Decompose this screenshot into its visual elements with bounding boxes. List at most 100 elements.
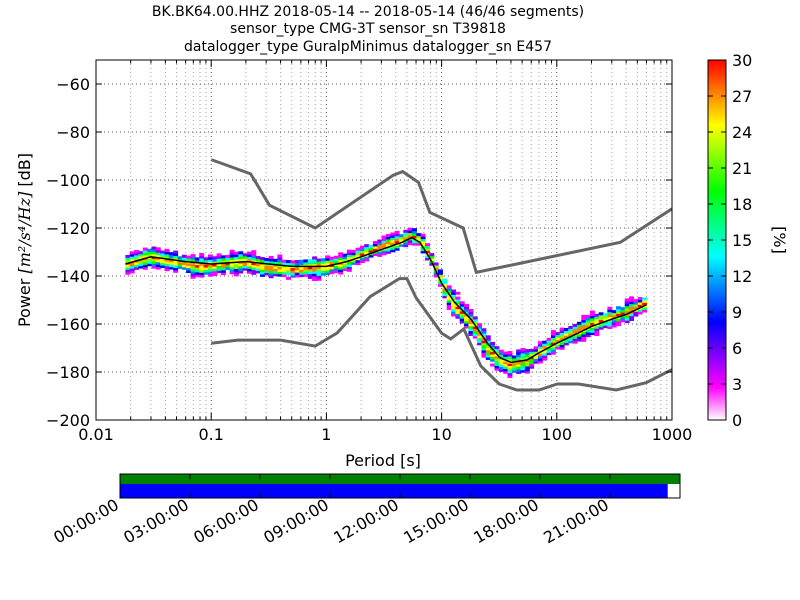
density-cell <box>455 301 461 305</box>
density-cell <box>346 268 352 272</box>
density-cell <box>190 258 196 262</box>
density-cell <box>299 266 305 270</box>
density-cell <box>299 274 305 278</box>
density-cell <box>303 269 309 273</box>
x-tick-label: 0.01 <box>78 425 114 444</box>
y-tick-label: −180 <box>46 363 90 382</box>
density-cell <box>190 256 196 260</box>
density-cell <box>168 259 174 263</box>
density-cell <box>616 323 621 327</box>
timeline-tick-label: 12:00:00 <box>330 495 402 547</box>
density-cell <box>303 261 309 265</box>
density-cell <box>260 269 265 273</box>
density-cell <box>220 257 226 261</box>
density-cell <box>451 301 456 305</box>
density-cell <box>546 340 552 344</box>
density-cell <box>411 240 417 244</box>
density-cell <box>355 254 361 258</box>
density-cell <box>442 295 448 299</box>
density-cell <box>129 256 135 260</box>
density-cell <box>225 262 231 266</box>
colorbar-tick-label: 21 <box>732 159 752 178</box>
density-cell <box>481 342 487 346</box>
colorbar-tick-label: 3 <box>732 375 742 394</box>
density-cell <box>142 266 148 270</box>
density-cell <box>446 299 452 303</box>
density-cell <box>385 241 391 245</box>
plot-grid <box>96 60 672 420</box>
density-cell <box>425 243 430 247</box>
density-cell <box>403 229 409 233</box>
density-cell <box>394 240 400 244</box>
density-cell <box>225 257 231 261</box>
density-cell <box>455 296 461 300</box>
density-cell <box>333 265 339 269</box>
timeline-tick-label: 03:00:00 <box>120 495 192 547</box>
density-cell <box>589 315 595 319</box>
density-cell <box>134 250 140 254</box>
density-cell <box>264 260 270 264</box>
density-cell <box>181 266 187 270</box>
density-cell <box>216 253 222 257</box>
density-cell <box>138 265 144 269</box>
title-line-1: BK.BK64.00.HHZ 2018-05-14 -- 2018-05-14 … <box>152 4 584 20</box>
density-cell <box>403 232 409 236</box>
density-cell <box>559 346 565 350</box>
density-cell <box>320 272 326 276</box>
density-cell <box>238 256 244 260</box>
density-cell <box>416 237 422 241</box>
density-cell <box>164 248 170 252</box>
density-cell <box>173 255 179 259</box>
density-cell <box>229 268 235 272</box>
density-cell <box>233 263 239 267</box>
timeline-tick-label: 18:00:00 <box>470 495 542 547</box>
density-cell <box>576 324 582 328</box>
density-cell <box>563 339 569 343</box>
density-cell <box>177 263 183 267</box>
density-cell <box>346 254 352 258</box>
density-cell <box>464 315 470 319</box>
density-cell <box>629 317 635 321</box>
density-cell <box>233 268 239 272</box>
density-cell <box>377 253 383 257</box>
density-cell <box>281 274 287 278</box>
x-tick-label: 0.1 <box>198 425 223 444</box>
density-cell <box>199 262 205 266</box>
density-cell <box>168 256 174 260</box>
density-cell <box>494 367 500 371</box>
density-cell <box>281 266 287 270</box>
density-cell <box>264 272 270 276</box>
density-cell <box>468 311 474 315</box>
density-cell <box>147 253 153 257</box>
density-cell <box>516 366 522 370</box>
density-cell <box>372 245 378 249</box>
density-cell <box>607 306 613 310</box>
density-cell <box>503 356 509 360</box>
density-cell <box>342 263 348 267</box>
density-cell <box>451 294 456 298</box>
density-cell <box>377 241 383 245</box>
density-cell <box>142 252 148 256</box>
density-cell <box>316 275 322 279</box>
density-cell <box>381 242 387 246</box>
density-cell <box>134 264 140 268</box>
density-cell <box>142 254 148 258</box>
density-cell <box>355 262 361 266</box>
density-cell <box>637 297 643 301</box>
density-cell <box>481 352 487 356</box>
density-cell <box>451 313 456 317</box>
density-cell <box>268 270 274 274</box>
density-cell <box>503 353 509 357</box>
density-cell <box>160 260 166 264</box>
density-cell <box>251 255 257 259</box>
density-cell <box>203 271 209 275</box>
density-cell <box>546 347 552 351</box>
nhnm-line <box>210 158 672 275</box>
density-cell <box>468 308 474 312</box>
x-tick-label: 1 <box>321 425 331 444</box>
density-cell <box>559 330 565 334</box>
density-cell <box>260 266 265 270</box>
density-cell <box>498 352 504 356</box>
density-cell <box>316 268 322 272</box>
density-cell <box>246 253 252 257</box>
